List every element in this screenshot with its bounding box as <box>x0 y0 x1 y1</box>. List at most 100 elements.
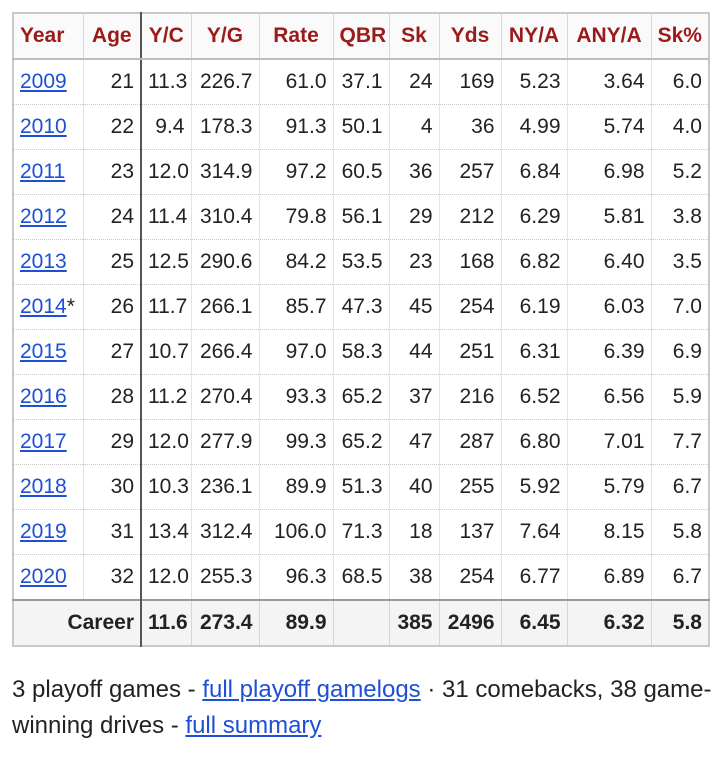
year-link[interactable]: 2009 <box>20 70 67 93</box>
year-link[interactable]: 2012 <box>20 205 67 228</box>
yds-cell: 254 <box>438 284 501 330</box>
header-year[interactable]: Year <box>13 13 83 60</box>
header-sack-yards[interactable]: Yds <box>438 13 501 60</box>
qbr-cell: 50.1 <box>332 104 389 150</box>
rate-cell: 91.3 <box>258 104 333 150</box>
table-row: 2014* 26 11.7 266.1 85.7 47.3 45 254 6.19 6.03 7.0 <box>13 284 709 330</box>
sk-cell: 4 <box>388 104 439 150</box>
rate-cell: 97.0 <box>258 329 333 375</box>
ypg-cell: 312.4 <box>190 509 259 555</box>
rate-cell: 106.0 <box>258 509 333 555</box>
year-link[interactable]: 2017 <box>20 430 67 453</box>
header-anya[interactable]: ANY/A <box>566 13 651 60</box>
ypc-cell: 12.0 <box>140 149 191 195</box>
skpct-cell: 6.0 <box>650 59 709 105</box>
rate-cell: 85.7 <box>258 284 333 330</box>
career-nya: 6.45 <box>500 599 567 646</box>
anya-cell: 3.64 <box>566 59 651 105</box>
age-cell: 25 <box>82 239 141 285</box>
qbr-cell: 60.5 <box>332 149 389 195</box>
footnote-text-playoffs: 3 playoff games - <box>12 676 203 703</box>
qbr-cell: 65.2 <box>332 374 389 420</box>
age-cell: 22 <box>82 104 141 150</box>
anya-cell: 5.81 <box>566 194 651 240</box>
skpct-cell: 3.8 <box>650 194 709 240</box>
year-cell: 2015 <box>13 329 83 375</box>
full-playoff-gamelogs-link[interactable]: full playoff gamelogs <box>202 676 421 703</box>
yds-cell: 137 <box>438 509 501 555</box>
age-cell: 32 <box>82 554 141 601</box>
table-row: 2020 32 12.0 255.3 96.3 68.5 38 254 6.77 6.89 6.7 <box>13 554 709 601</box>
anya-cell: 6.40 <box>566 239 651 285</box>
qbr-cell: 68.5 <box>332 554 389 601</box>
year-link[interactable]: 2019 <box>20 520 67 543</box>
year-link[interactable]: 2018 <box>20 475 67 498</box>
table-row: 2011 23 12.0 314.9 97.2 60.5 36 257 6.84 6.98 5.2 <box>13 149 709 195</box>
sk-cell: 47 <box>388 419 439 465</box>
ypg-cell: 266.1 <box>190 284 259 330</box>
sk-cell: 44 <box>388 329 439 375</box>
rate-cell: 96.3 <box>258 554 333 601</box>
yds-cell: 216 <box>438 374 501 420</box>
nya-cell: 6.80 <box>500 419 567 465</box>
year-cell: 2011 <box>13 149 83 195</box>
qbr-cell: 51.3 <box>332 464 389 510</box>
age-cell: 29 <box>82 419 141 465</box>
year-link[interactable]: 2020 <box>20 565 67 588</box>
year-cell: 2013 <box>13 239 83 285</box>
skpct-cell: 6.9 <box>650 329 709 375</box>
year-cell: 2016 <box>13 374 83 420</box>
year-link[interactable]: 2013 <box>20 250 67 273</box>
skpct-cell: 5.2 <box>650 149 709 195</box>
header-yards-per-game[interactable]: Y/G <box>190 13 259 60</box>
header-row: Year Age Y/C Y/G Rate QBR Sk Yds NY/A AN… <box>13 13 709 60</box>
anya-cell: 6.56 <box>566 374 651 420</box>
ypc-cell: 13.4 <box>140 509 191 555</box>
sk-cell: 18 <box>388 509 439 555</box>
nya-cell: 6.77 <box>500 554 567 601</box>
skpct-cell: 7.0 <box>650 284 709 330</box>
header-sacks[interactable]: Sk <box>388 13 439 60</box>
year-link[interactable]: 2010 <box>20 115 67 138</box>
year-link[interactable]: 2011 <box>20 160 66 183</box>
nya-cell: 6.52 <box>500 374 567 420</box>
header-sack-pct[interactable]: Sk% <box>650 13 709 60</box>
year-link[interactable]: 2015 <box>20 340 67 363</box>
yds-cell: 212 <box>438 194 501 240</box>
sk-cell: 45 <box>388 284 439 330</box>
sk-cell: 24 <box>388 59 439 105</box>
sk-cell: 38 <box>388 554 439 601</box>
full-summary-link[interactable]: full summary <box>185 712 322 739</box>
yds-cell: 168 <box>438 239 501 285</box>
ypc-cell: 9.4 <box>140 104 191 150</box>
header-age[interactable]: Age <box>82 13 141 60</box>
rate-cell: 89.9 <box>258 464 333 510</box>
ypg-cell: 236.1 <box>190 464 259 510</box>
qbr-cell: 65.2 <box>332 419 389 465</box>
skpct-cell: 5.8 <box>650 509 709 555</box>
rate-cell: 61.0 <box>258 59 333 105</box>
yds-cell: 254 <box>438 554 501 601</box>
qbr-cell: 47.3 <box>332 284 389 330</box>
career-ypg: 273.4 <box>190 599 259 646</box>
anya-cell: 6.98 <box>566 149 651 195</box>
year-link[interactable]: 2016 <box>20 385 67 408</box>
age-cell: 27 <box>82 329 141 375</box>
anya-cell: 5.74 <box>566 104 651 150</box>
ypc-cell: 12.0 <box>140 419 191 465</box>
ypc-cell: 10.3 <box>140 464 191 510</box>
nya-cell: 6.31 <box>500 329 567 375</box>
qbr-cell: 71.3 <box>332 509 389 555</box>
header-nya[interactable]: NY/A <box>500 13 567 60</box>
ypg-cell: 277.9 <box>190 419 259 465</box>
header-qbr[interactable]: QBR <box>332 13 389 60</box>
ypc-cell: 11.7 <box>140 284 191 330</box>
year-cell: 2018 <box>13 464 83 510</box>
header-yards-per-completion[interactable]: Y/C <box>140 13 191 60</box>
age-cell: 30 <box>82 464 141 510</box>
table-row: 2018 30 10.3 236.1 89.9 51.3 40 255 5.92 5.79 6.7 <box>13 464 709 510</box>
sk-cell: 29 <box>388 194 439 240</box>
year-cell: 2020 <box>13 554 83 601</box>
year-link[interactable]: 2014 <box>20 295 67 318</box>
header-rate[interactable]: Rate <box>258 13 333 60</box>
